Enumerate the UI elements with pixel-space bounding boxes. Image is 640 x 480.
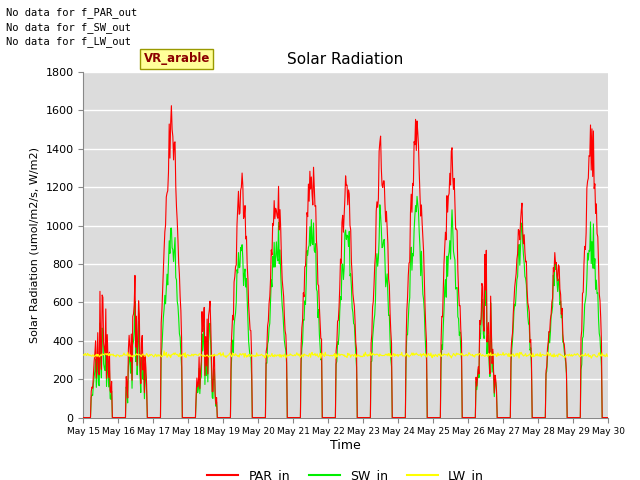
Y-axis label: Solar Radiation (umol/m2/s, W/m2): Solar Radiation (umol/m2/s, W/m2) [30, 147, 40, 343]
Text: No data for f_PAR_out: No data for f_PAR_out [6, 7, 138, 18]
Legend: PAR_in, SW_in, LW_in: PAR_in, SW_in, LW_in [202, 464, 489, 480]
Text: No data for f_SW_out: No data for f_SW_out [6, 22, 131, 33]
Text: No data for f_LW_out: No data for f_LW_out [6, 36, 131, 47]
X-axis label: Time: Time [330, 439, 361, 452]
Text: VR_arable: VR_arable [143, 52, 210, 65]
Title: Solar Radiation: Solar Radiation [287, 52, 404, 67]
